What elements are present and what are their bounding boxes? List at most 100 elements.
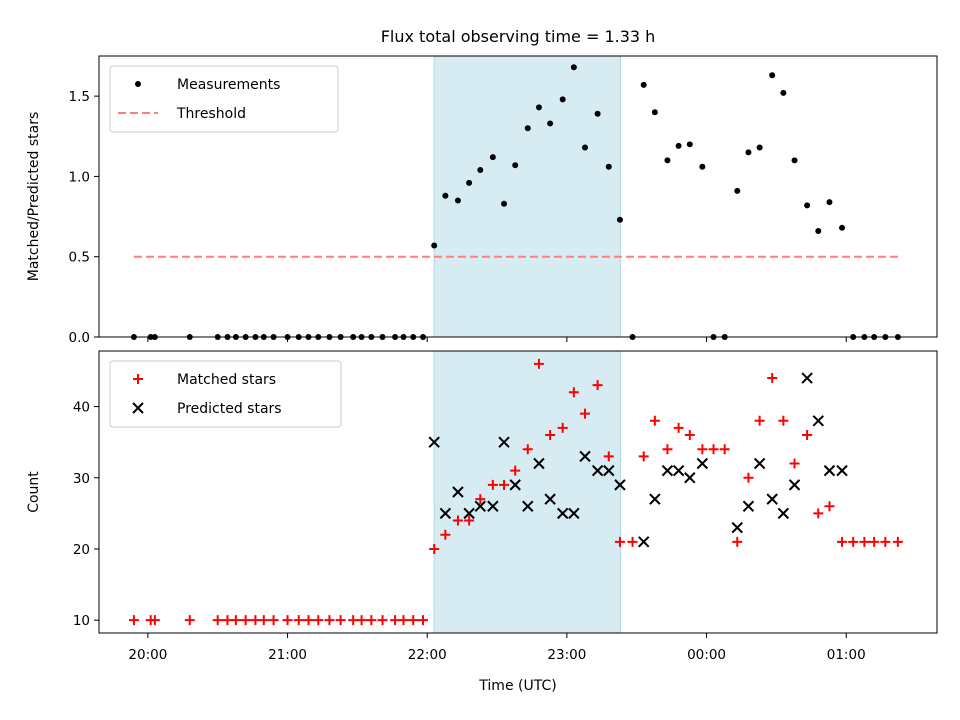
predicted-stars-point xyxy=(452,486,464,498)
measurement-point xyxy=(594,110,601,117)
legend-box xyxy=(109,65,339,133)
measurement-point xyxy=(791,157,798,164)
matched-stars-point xyxy=(638,451,649,462)
matched-stars-point xyxy=(732,536,743,547)
matched-stars-point xyxy=(149,615,160,626)
predicted-stars-point xyxy=(801,372,813,384)
matched-stars-point xyxy=(767,373,778,384)
matched-stars-point xyxy=(545,430,556,441)
matched-stars-point xyxy=(719,444,730,455)
matched-stars-point xyxy=(848,536,859,547)
matched-stars-point xyxy=(697,444,708,455)
matched-stars-point xyxy=(510,465,521,476)
x-tick-label: 21:00 xyxy=(268,647,307,663)
matched-stars-point xyxy=(568,387,579,398)
matched-stars-point xyxy=(356,615,367,626)
matched-stars-point xyxy=(429,543,440,554)
measurement-point xyxy=(664,157,671,164)
matched-stars-point xyxy=(335,615,346,626)
matched-stars-point xyxy=(859,536,870,547)
measurement-point xyxy=(605,163,612,170)
measurement-point xyxy=(745,149,752,156)
observing-window-shade xyxy=(433,55,621,338)
series-predicted-stars xyxy=(428,372,848,548)
matched-stars-point xyxy=(212,615,223,626)
measurement-point xyxy=(640,81,647,88)
measurement-point xyxy=(804,202,811,209)
measurement-point xyxy=(454,197,461,204)
predicted-stars-point xyxy=(672,464,685,477)
matched-stars-point xyxy=(377,615,388,626)
matched-stars-point xyxy=(522,444,533,455)
legend-label: Measurements xyxy=(177,77,280,93)
predicted-stars-point xyxy=(556,507,569,520)
x-tick-label: 22:00 xyxy=(408,647,447,663)
x-tick-label: 23:00 xyxy=(547,647,586,663)
predicted-stars-point xyxy=(463,507,475,520)
predicted-stars-point xyxy=(753,457,766,470)
measurement-point xyxy=(535,104,542,111)
y-tick-label: 40 xyxy=(73,400,90,416)
matched-stars-point xyxy=(673,422,684,433)
matched-stars-point xyxy=(475,494,486,505)
predicted-stars-point xyxy=(474,500,486,512)
matched-stars-point xyxy=(754,415,765,426)
measurement-point xyxy=(547,120,554,127)
matched-stars-point xyxy=(313,615,324,626)
matched-stars-point xyxy=(390,615,401,626)
measurement-point xyxy=(651,109,658,116)
predicted-stars-point xyxy=(812,415,824,427)
predicted-stars-point xyxy=(788,479,801,491)
measurement-point xyxy=(570,64,577,71)
predicted-stars-point xyxy=(439,507,452,520)
matched-stars-point xyxy=(452,515,463,526)
predicted-stars-point xyxy=(766,493,778,505)
legend-dot-marker xyxy=(135,81,141,87)
measurement-point xyxy=(442,192,449,199)
predicted-stars-point xyxy=(591,464,604,477)
predicted-stars-point xyxy=(603,464,615,477)
predicted-stars-point xyxy=(533,457,545,470)
chart-title: Flux total observing time = 1.33 h xyxy=(381,27,656,46)
matched-stars-point xyxy=(614,536,625,547)
predicted-stars-point xyxy=(509,479,521,491)
matched-stars-point xyxy=(743,472,754,483)
measurement-point xyxy=(489,154,496,161)
matched-stars-point xyxy=(892,536,903,547)
measurement-point xyxy=(699,163,706,170)
y-tick-label: 1.0 xyxy=(69,169,90,185)
y-tick-label: 30 xyxy=(73,471,90,487)
matched-stars-point xyxy=(222,615,233,626)
predicted-stars-point xyxy=(696,457,709,470)
bottom-panel: 10 20 30 40 20:00 21:00 22:00 23:00 00:00 01:00 Co… xyxy=(26,350,938,694)
legend-label: Matched stars xyxy=(177,372,276,388)
predicted-stars-point xyxy=(487,500,499,512)
matched-stars-point xyxy=(813,508,824,519)
matched-stars-point xyxy=(366,615,377,626)
matched-stars-point xyxy=(684,430,695,441)
measurement-point xyxy=(734,187,741,194)
measurement-point xyxy=(582,144,589,151)
x-tick-label: 00:00 xyxy=(687,647,726,663)
predicted-stars-point xyxy=(731,521,743,534)
matched-stars-point xyxy=(268,615,279,626)
measurement-point xyxy=(826,199,833,206)
axes-frame xyxy=(98,350,938,634)
axes-frame xyxy=(98,55,938,338)
measurement-point xyxy=(839,224,846,231)
predicted-stars-point xyxy=(637,536,650,548)
matched-stars-point xyxy=(464,515,475,526)
measurement-point xyxy=(616,216,623,223)
predicted-stars-point xyxy=(522,500,534,512)
matched-stars-point xyxy=(258,615,269,626)
measurement-point xyxy=(431,242,438,249)
legend-label: Threshold xyxy=(176,106,246,122)
matched-stars-point xyxy=(789,458,800,469)
matched-stars-point xyxy=(128,615,139,626)
matched-stars-point xyxy=(778,415,789,426)
matched-stars-point xyxy=(348,615,359,626)
matched-stars-point xyxy=(487,479,498,490)
measurement-point xyxy=(477,167,484,174)
matched-stars-point xyxy=(533,358,544,369)
matched-stars-point xyxy=(230,615,241,626)
